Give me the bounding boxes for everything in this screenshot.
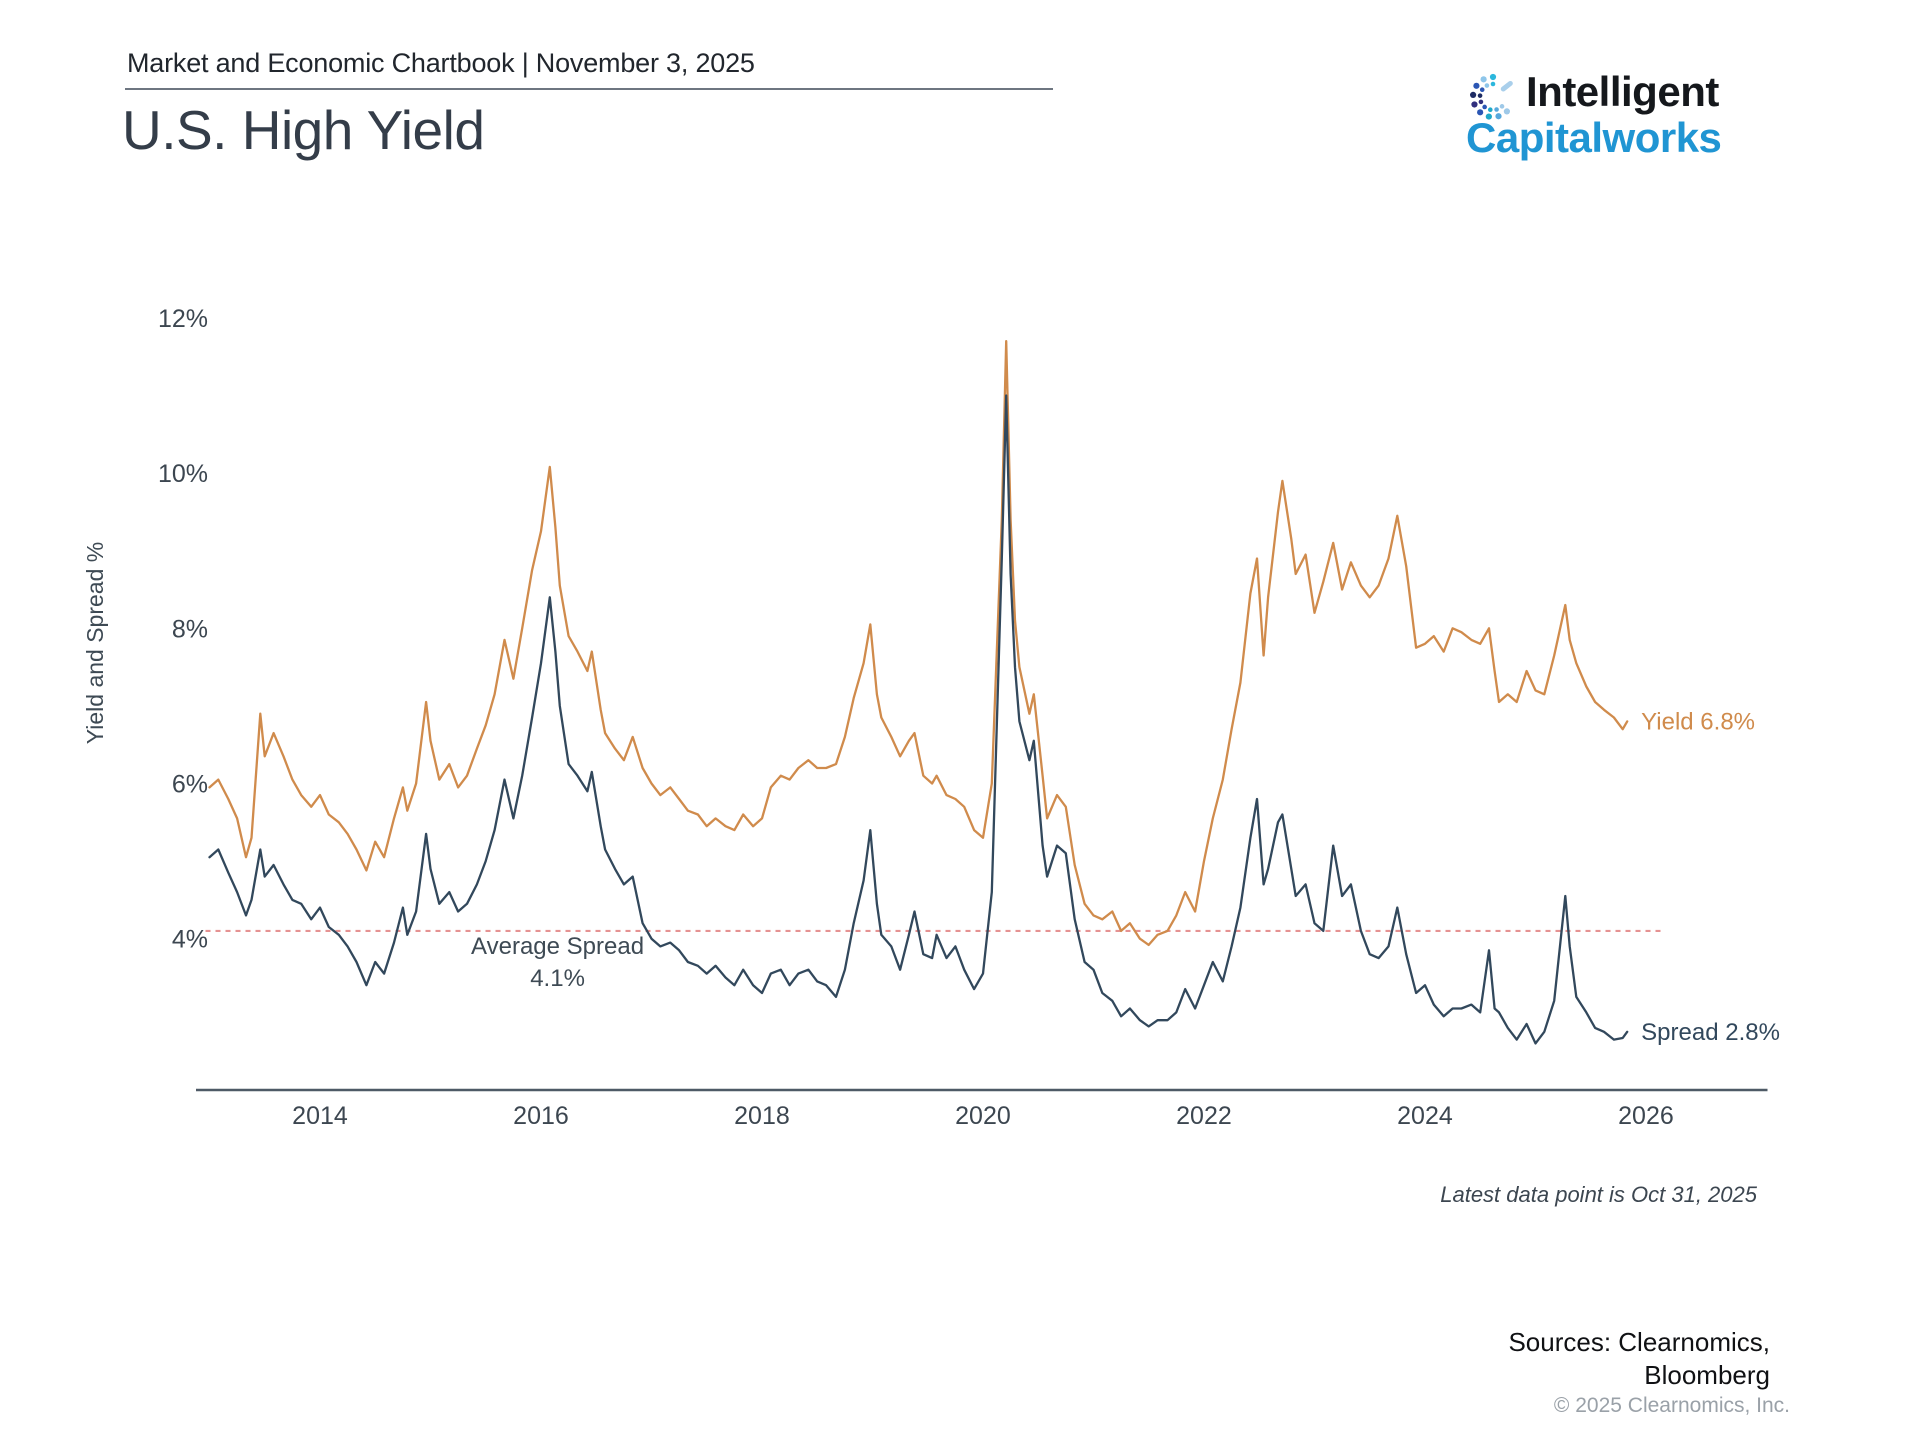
chartbook-header: Market and Economic Chartbook | November…: [127, 48, 755, 78]
y-axis-title: Yield and Spread %: [82, 542, 108, 744]
logo-dot: [1479, 87, 1485, 93]
sources-text: Sources: Clearnomics, Bloomberg: [1508, 1326, 1770, 1392]
logo-dot: [1473, 82, 1480, 89]
copyright-text: © 2025 Clearnomics, Inc.: [1553, 1394, 1790, 1417]
logo-dot: [1487, 107, 1493, 113]
logo-dot: [1478, 99, 1484, 105]
logo-dot: [1489, 73, 1497, 81]
x-tick-label: 2018: [734, 1102, 790, 1130]
logo-word-capitalworks: Capitalworks: [1466, 114, 1722, 161]
y-tick-label: 8%: [172, 615, 208, 643]
logo-dot: [1485, 113, 1492, 120]
intelligent-capitalworks-logo: Intelligent Capitalworks: [1466, 66, 1796, 176]
page-title: U.S. High Yield: [122, 99, 485, 161]
x-tick-label: 2026: [1618, 1102, 1674, 1130]
logo-dot: [1477, 109, 1484, 116]
logo-dot: [1477, 93, 1483, 98]
average-spread-value: 4.1%: [530, 965, 585, 992]
spread-end-label: Spread 2.8%: [1641, 1019, 1780, 1046]
logo-dash: [1500, 80, 1513, 92]
logo-dot: [1490, 81, 1496, 87]
average-spread-label: Average Spread: [471, 933, 644, 960]
spread-line: [208, 394, 1629, 1045]
y-tick-label: 6%: [172, 770, 208, 798]
logo-dot: [1499, 104, 1505, 109]
logo-dot: [1495, 113, 1502, 120]
logo-dot: [1482, 104, 1487, 110]
logo-burst-icon: [1470, 73, 1513, 120]
latest-data-footnote: Latest data point is Oct 31, 2025: [1440, 1182, 1757, 1207]
logo-word-intelligent: Intelligent: [1526, 68, 1719, 115]
x-tick-label: 2022: [1176, 1102, 1232, 1130]
yield-end-label: Yield 6.8%: [1641, 708, 1755, 735]
header-divider: [125, 88, 1053, 90]
logo-dot: [1503, 108, 1510, 115]
y-tick-label: 10%: [158, 460, 208, 488]
sources-line2: Bloomberg: [1644, 1360, 1770, 1390]
logo-dot: [1480, 76, 1487, 83]
y-tick-label: 4%: [172, 926, 208, 954]
x-tick-label: 2016: [513, 1102, 569, 1130]
y-tick-label: 12%: [158, 305, 208, 333]
logo-dot: [1494, 107, 1499, 112]
logo-dot: [1484, 83, 1490, 88]
logo-dot: [1470, 91, 1477, 99]
x-tick-label: 2020: [955, 1102, 1011, 1130]
yield-line: [208, 340, 1629, 947]
sources-line1: Sources: Clearnomics,: [1508, 1327, 1770, 1357]
x-tick-label: 2014: [292, 1102, 348, 1130]
x-tick-label: 2024: [1397, 1102, 1453, 1130]
logo-dot: [1471, 101, 1478, 108]
